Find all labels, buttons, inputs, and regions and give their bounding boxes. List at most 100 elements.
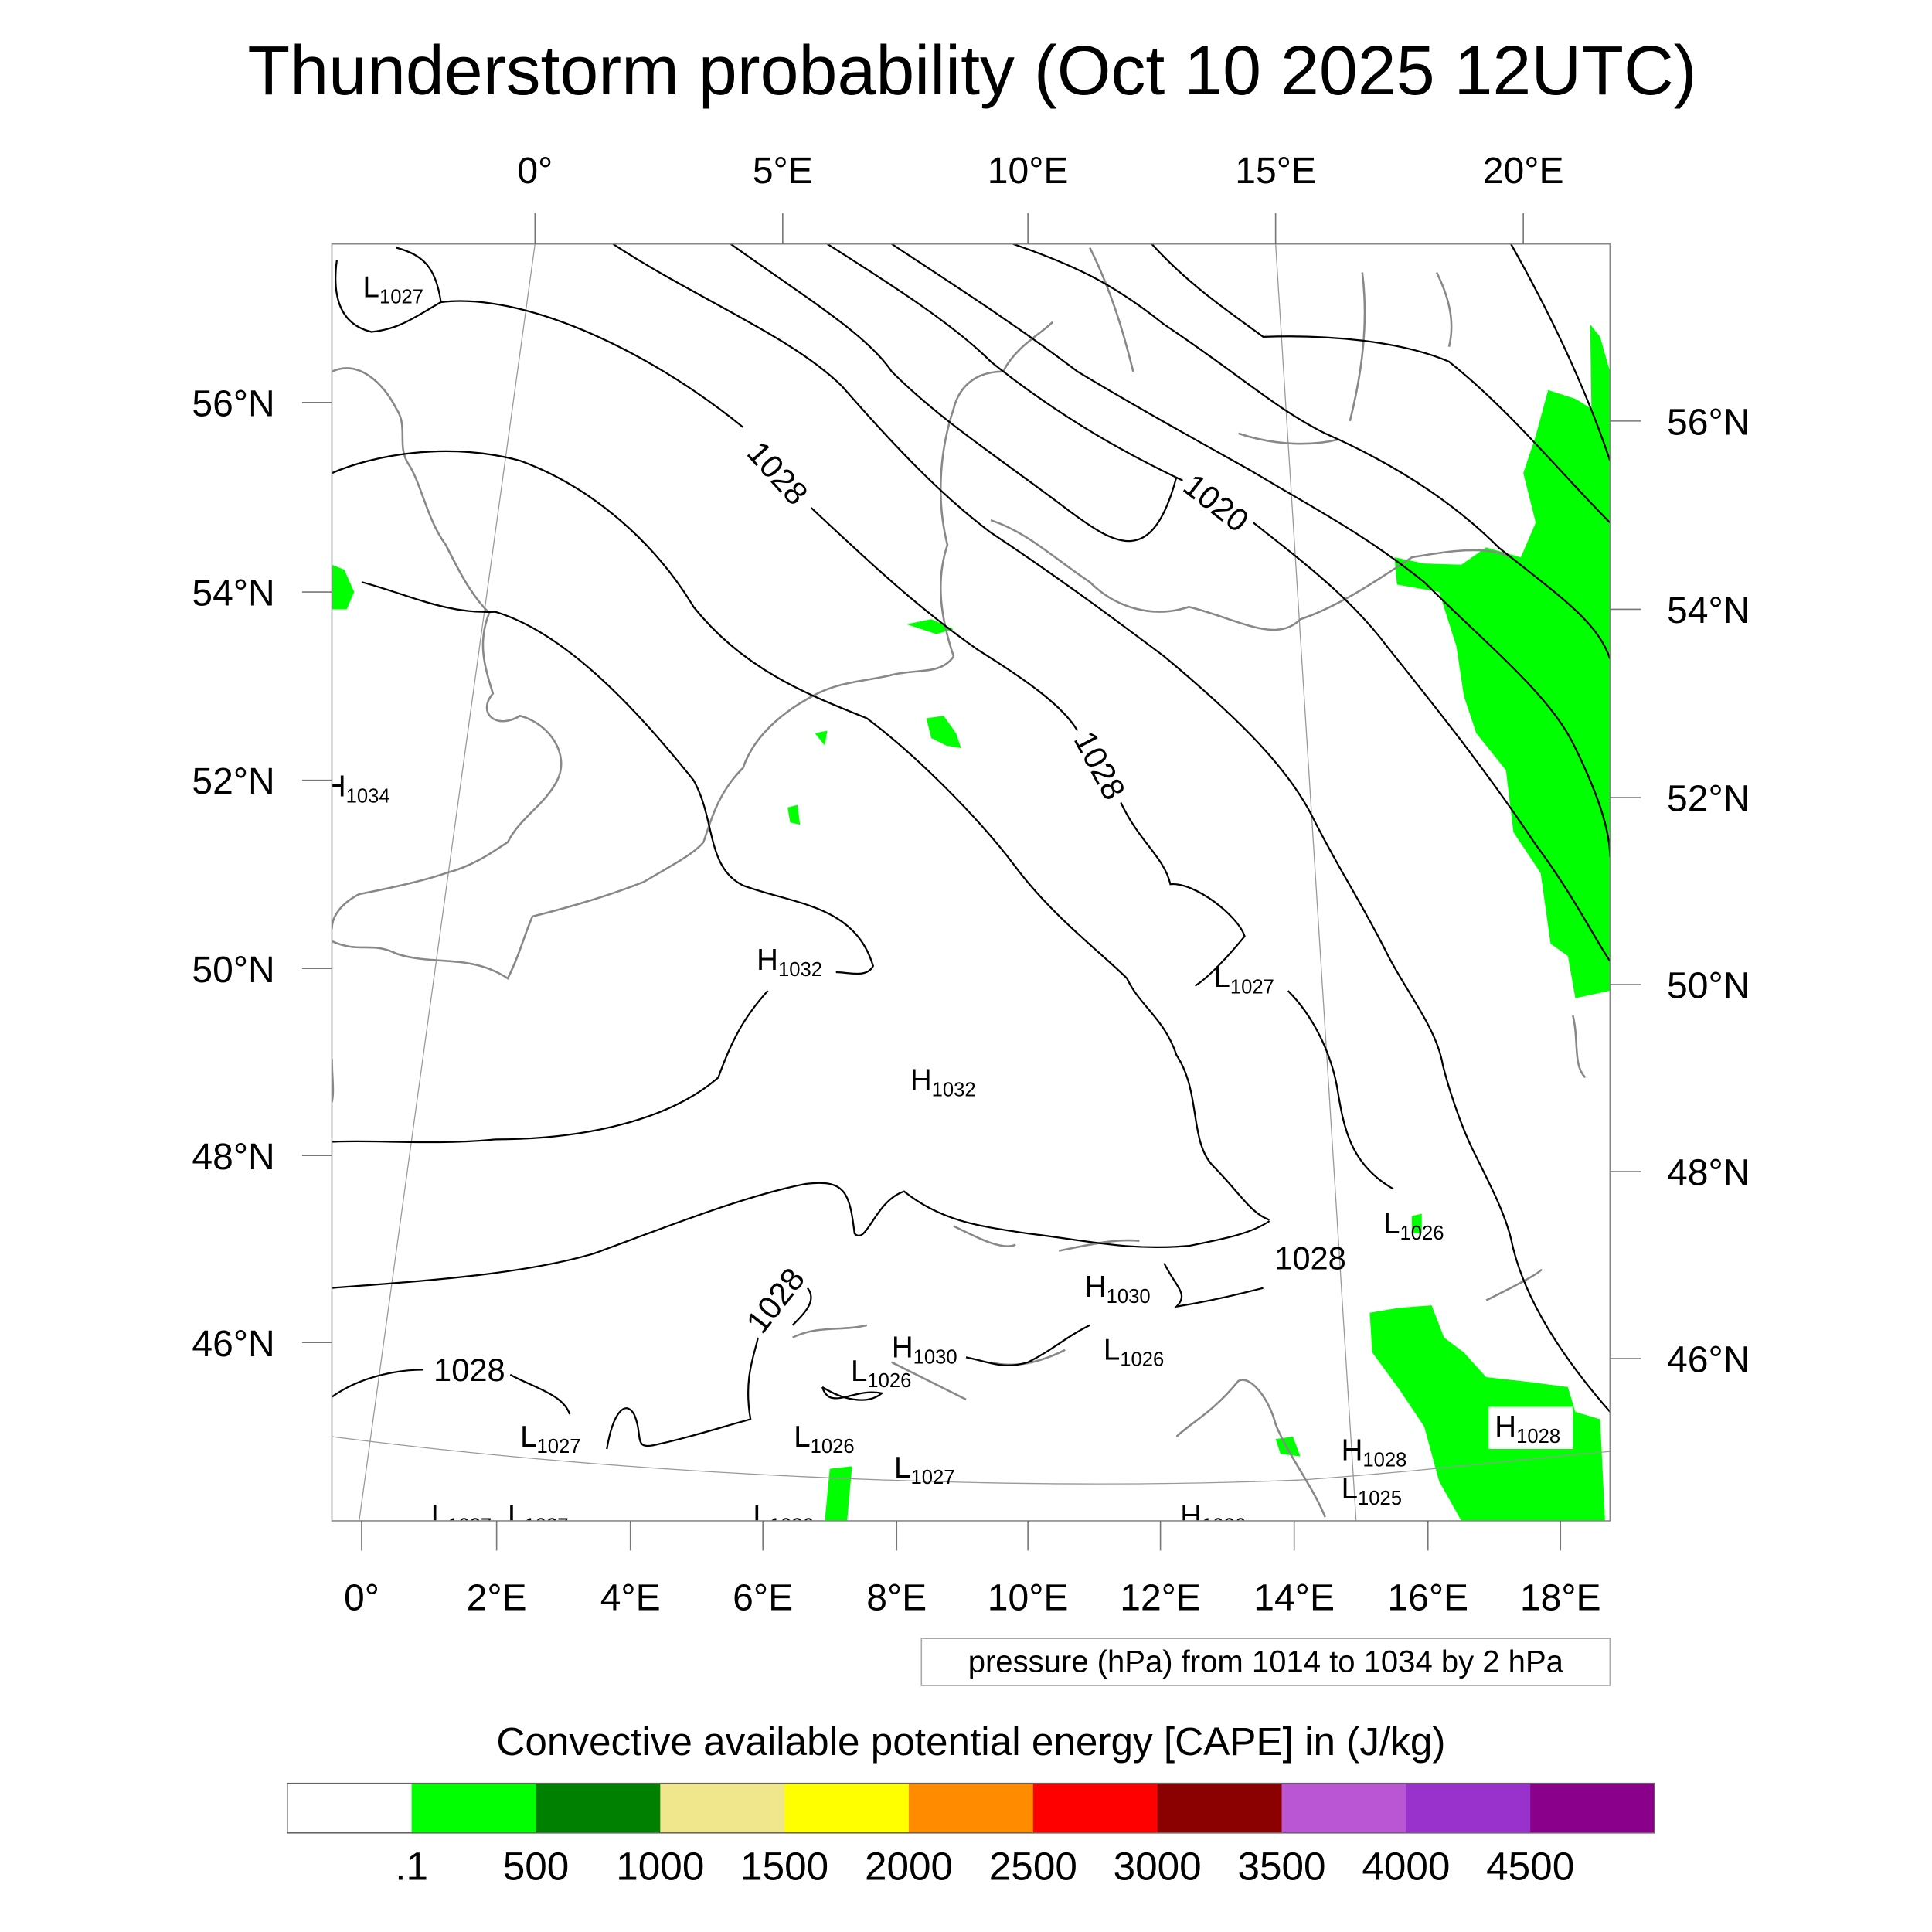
tick-label: 54°N xyxy=(192,573,274,614)
colorbar-label: 2000 xyxy=(865,1845,953,1889)
cape-area-east xyxy=(1394,324,1611,998)
colorbar-outline xyxy=(286,1782,1655,1834)
tick-label: 18°E xyxy=(1520,1577,1601,1618)
tick-label: 12°E xyxy=(1120,1577,1201,1618)
cape-area-small xyxy=(787,804,801,825)
tick-label: 4°E xyxy=(600,1577,661,1618)
colorbar-label: 500 xyxy=(503,1845,570,1889)
tick-label: 0° xyxy=(344,1577,379,1618)
contour-label: 1028 xyxy=(739,1261,811,1340)
tick-label: 6°E xyxy=(733,1577,793,1618)
contour-labels: 1028 1020 1028 1028 1028 1028 xyxy=(434,434,1346,1388)
tick-label: 56°N xyxy=(192,383,274,424)
tick-label: 20°E xyxy=(1483,150,1564,192)
colorbar-swatch xyxy=(908,1783,1034,1833)
colorbar xyxy=(287,1783,1655,1833)
tick-label: 52°N xyxy=(192,760,274,802)
pressure-center-marker: L1027 xyxy=(508,1499,568,1536)
colorbar-labels: .1 500 1000 1500 2000 2500 3000 3500 4000 4500 xyxy=(395,1845,1574,1889)
tick-label: 8°E xyxy=(866,1577,927,1618)
pressure-center-marker: L1026 xyxy=(753,1499,813,1536)
contour-label: 1020 xyxy=(1177,467,1256,539)
cape-area-small xyxy=(926,716,961,748)
cape-area-small xyxy=(906,619,954,634)
tick-label: 50°N xyxy=(1667,965,1750,1007)
colorbar-label: 4000 xyxy=(1362,1845,1450,1889)
isobars xyxy=(332,243,1611,1450)
contour-info-text: pressure (hPa) from 1014 to 1034 by 2 hP… xyxy=(968,1645,1564,1679)
map-frame xyxy=(331,243,1611,1522)
cape-area-small xyxy=(815,730,828,746)
left-lat-labels: 56°N 54°N 52°N 50°N 48°N 46°N xyxy=(192,383,274,1364)
cape-fill-areas xyxy=(332,324,1611,1521)
colorbar-label: 4500 xyxy=(1486,1845,1574,1889)
contour-label: 1028 xyxy=(740,434,815,512)
tick-label: 10°E xyxy=(988,150,1069,192)
pressure-center-marker: L1027 xyxy=(520,1420,580,1458)
colorbar-label: 3500 xyxy=(1237,1845,1325,1889)
tick-label: 0° xyxy=(517,150,553,192)
cape-area-west xyxy=(332,564,355,610)
map-area: 1028 1020 1028 1028 1028 1028 L1027 H103… xyxy=(325,243,1611,1536)
bottom-lon-labels: 0° 2°E 4°E 6°E 8°E 10°E 12°E 14°E 16°E 1… xyxy=(344,1577,1601,1618)
coastlines xyxy=(332,247,1587,1518)
tick-label: 46°N xyxy=(192,1323,274,1365)
colorbar-swatch xyxy=(660,1783,785,1833)
cape-area-southeast xyxy=(1369,1305,1605,1521)
tick-label: 10°E xyxy=(988,1577,1069,1618)
pressure-center-marker: H1034 xyxy=(325,770,390,807)
tick-label: 48°N xyxy=(1667,1152,1750,1194)
colorbar-swatch xyxy=(1157,1783,1283,1833)
pressure-center-marker: H1030 xyxy=(892,1331,957,1368)
top-lon-labels: 0° 5°E 10°E 15°E 20°E xyxy=(517,150,1563,192)
pressure-center-marker: L1026 xyxy=(794,1420,854,1458)
tick-label: 16°E xyxy=(1387,1577,1468,1618)
tick-label: 2°E xyxy=(467,1577,527,1618)
pressure-center-marker: L1027 xyxy=(1214,961,1274,998)
pressure-center-marker: L1027 xyxy=(431,1499,492,1536)
colorbar-swatch xyxy=(1281,1783,1407,1833)
tick-label: 46°N xyxy=(1667,1339,1750,1381)
tick-label: 15°E xyxy=(1235,150,1316,192)
pressure-center-marker: L1026 xyxy=(1383,1207,1444,1244)
colorbar-swatch xyxy=(536,1783,662,1833)
colorbar-title: Convective available potential energy [C… xyxy=(496,1719,1445,1764)
colorbar-swatch xyxy=(1530,1783,1655,1833)
right-lat-labels: 56°N 54°N 52°N 50°N 48°N 46°N xyxy=(1667,402,1750,1381)
colorbar-label: .1 xyxy=(395,1845,428,1889)
contour-label: 1028 xyxy=(434,1352,505,1388)
colorbar-label: 1500 xyxy=(740,1845,828,1889)
colorbar-swatch xyxy=(1032,1783,1158,1833)
pressure-center-marker: H1032 xyxy=(910,1063,976,1100)
tick-label: 5°E xyxy=(753,150,813,192)
colorbar-swatch xyxy=(287,1783,413,1833)
tick-label: 56°N xyxy=(1667,402,1750,444)
tick-label: 14°E xyxy=(1253,1577,1335,1618)
map-title: Thunderstorm probability (Oct 10 2025 12… xyxy=(247,32,1696,110)
colorbar-swatch xyxy=(411,1783,537,1833)
pressure-center-marker: H1026 xyxy=(1180,1499,1246,1536)
pressure-center-marker: H1028 xyxy=(1495,1410,1560,1447)
cape-area-small xyxy=(1275,1436,1301,1457)
colorbar-label: 2500 xyxy=(989,1845,1077,1889)
pressure-center-marker: L1026 xyxy=(851,1355,911,1392)
contour-info-box xyxy=(920,1638,1611,1686)
contour-label: 1028 xyxy=(1067,725,1133,805)
pressure-center-marker: H1032 xyxy=(757,944,822,981)
colorbar-label: 3000 xyxy=(1114,1845,1202,1889)
tick-label: 52°N xyxy=(1667,778,1750,820)
tick-label: 48°N xyxy=(192,1136,274,1178)
tick-label: 54°N xyxy=(1667,590,1750,631)
contour-label: 1028 xyxy=(1274,1240,1346,1277)
pressure-center-marker: H1030 xyxy=(1085,1270,1151,1308)
colorbar-swatch xyxy=(784,1783,910,1833)
pressure-center-marker: H1028 xyxy=(1342,1434,1407,1471)
tick-label: 50°N xyxy=(192,949,274,991)
cape-area-small xyxy=(1411,1213,1422,1234)
pressure-centers: L1027 H1034 H1032 H1032 L1027 L1026 H103… xyxy=(325,271,1573,1536)
colorbar-swatch xyxy=(1406,1783,1531,1833)
pressure-center-marker: L1027 xyxy=(363,271,423,308)
axis-ticks xyxy=(302,213,1641,1551)
pressure-center-marker: L1027 xyxy=(894,1451,954,1488)
